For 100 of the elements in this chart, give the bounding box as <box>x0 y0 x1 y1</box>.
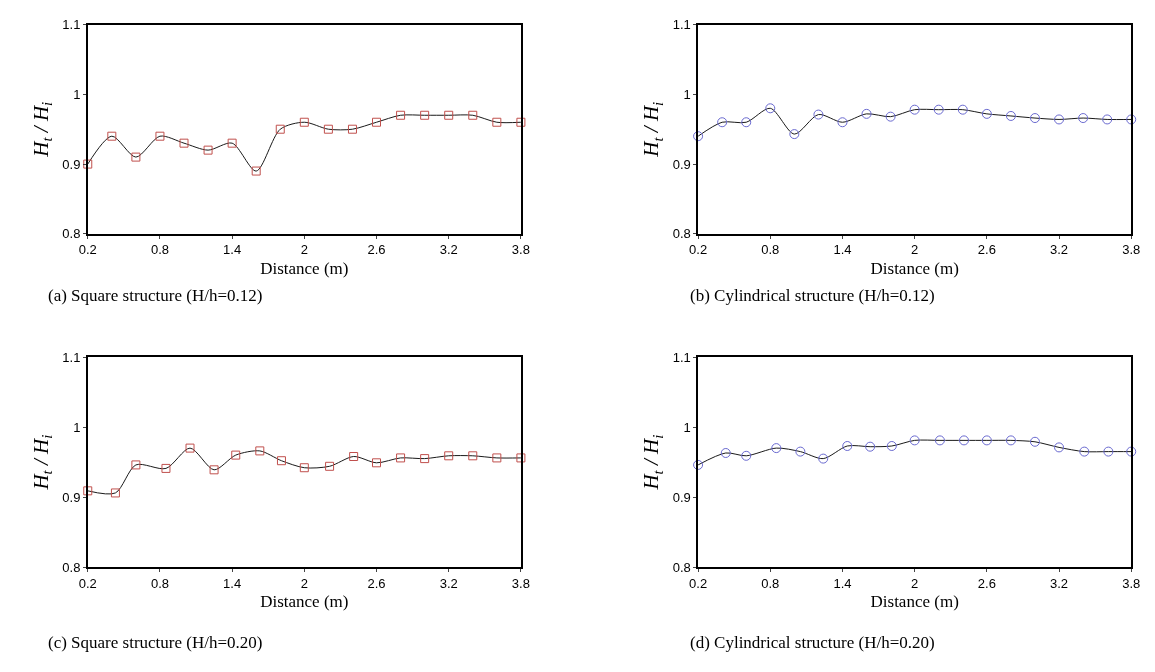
point <box>185 443 195 453</box>
x-tick-label: 3.8 <box>1122 242 1141 258</box>
x-tick-label: 1.4 <box>223 242 242 258</box>
point <box>789 129 800 140</box>
x-tick-label: 0.8 <box>761 242 780 258</box>
point <box>325 461 335 471</box>
point <box>1029 436 1040 447</box>
point <box>693 131 704 142</box>
point <box>275 124 285 134</box>
y-tick-label: 0.9 <box>672 489 691 505</box>
y-tick-label: 1 <box>683 86 691 102</box>
point <box>1126 114 1137 125</box>
point <box>492 117 502 127</box>
point <box>842 441 853 451</box>
y-tick-label: 0.8 <box>672 559 691 575</box>
point <box>516 117 526 127</box>
x-tick-label: 0.2 <box>689 242 708 258</box>
point <box>255 446 265 456</box>
y-tick-label: 0.9 <box>672 156 691 172</box>
point <box>276 456 286 466</box>
y-tick-label: 0.8 <box>62 559 81 575</box>
point <box>444 110 454 120</box>
point <box>1079 446 1090 457</box>
point <box>347 124 357 134</box>
text: (b) Cylindrical structure (H/h=0.12) <box>690 286 935 305</box>
x-tick-label: 3.2 <box>1050 242 1069 258</box>
x-tick-label: 1.4 <box>833 575 852 591</box>
point <box>934 435 945 446</box>
point <box>516 453 526 463</box>
y-tick-label: 0.9 <box>62 489 81 505</box>
text: (d) Cylindrical structure (H/h=0.20) <box>690 633 935 652</box>
point <box>765 103 776 114</box>
x-tick-label: 3.2 <box>439 575 458 591</box>
point <box>372 458 382 468</box>
point <box>1054 114 1065 125</box>
point <box>131 460 141 470</box>
x-tick-label: 2.6 <box>977 575 996 591</box>
point <box>131 152 141 162</box>
point <box>741 450 752 461</box>
y-tick-label: 1.1 <box>62 17 81 33</box>
point <box>909 104 920 115</box>
point <box>1029 113 1040 124</box>
y-tick-label: 1.1 <box>672 17 691 33</box>
point <box>83 159 93 169</box>
point <box>396 453 406 463</box>
point <box>741 117 752 128</box>
point <box>795 446 806 457</box>
x-tick-label: 2 <box>911 575 919 591</box>
point <box>299 463 309 473</box>
point <box>1005 435 1016 446</box>
point <box>837 117 848 128</box>
point <box>396 110 406 120</box>
point <box>155 131 165 141</box>
x-tick-label: 3.8 <box>1122 575 1141 591</box>
point <box>492 453 502 463</box>
point <box>372 117 382 127</box>
point <box>1126 446 1137 457</box>
x-tick-label: 2.6 <box>367 575 386 591</box>
point <box>110 488 120 498</box>
point <box>865 441 876 452</box>
text: (a) Square structure (H/h=0.12) <box>48 286 263 305</box>
point <box>957 104 968 115</box>
point <box>818 453 829 464</box>
point <box>958 435 969 446</box>
point <box>161 463 171 473</box>
x-tick-label: 2.6 <box>977 242 996 258</box>
point <box>179 138 189 148</box>
x-tick-label: 2 <box>300 242 308 258</box>
x-tick-label: 0.8 <box>761 575 780 591</box>
point <box>227 138 237 148</box>
y-tick-label: 1 <box>683 419 691 435</box>
point <box>420 110 430 120</box>
point <box>886 441 897 451</box>
x-tick-label: 0.2 <box>78 242 97 258</box>
x-tick-label: 2 <box>300 575 308 591</box>
point <box>813 109 824 120</box>
y-tick-label: 1 <box>73 86 81 102</box>
x-tick-label: 0.8 <box>150 575 169 591</box>
point <box>1102 114 1113 125</box>
point <box>420 454 430 464</box>
point <box>349 452 359 462</box>
x-axis-title: Distance (m) <box>260 259 349 279</box>
x-tick-label: 0.2 <box>78 575 97 591</box>
point <box>299 117 309 127</box>
x-tick-label: 0.8 <box>150 242 169 258</box>
point <box>251 166 261 176</box>
x-tick-label: 2 <box>911 242 919 258</box>
point <box>444 451 454 461</box>
point <box>720 448 731 458</box>
point <box>1078 113 1089 124</box>
x-tick-label: 3.2 <box>1050 575 1069 591</box>
point <box>981 108 992 119</box>
x-tick-label: 0.2 <box>689 575 708 591</box>
x-tick-label: 1.4 <box>223 575 242 591</box>
point <box>468 110 478 120</box>
x-tick-label: 1.4 <box>833 242 852 258</box>
y-tick-label: 1.1 <box>62 349 81 365</box>
point <box>1103 446 1114 457</box>
y-tick-label: 0.8 <box>62 226 81 242</box>
text: (c) Square structure (H/h=0.20) <box>48 633 263 652</box>
